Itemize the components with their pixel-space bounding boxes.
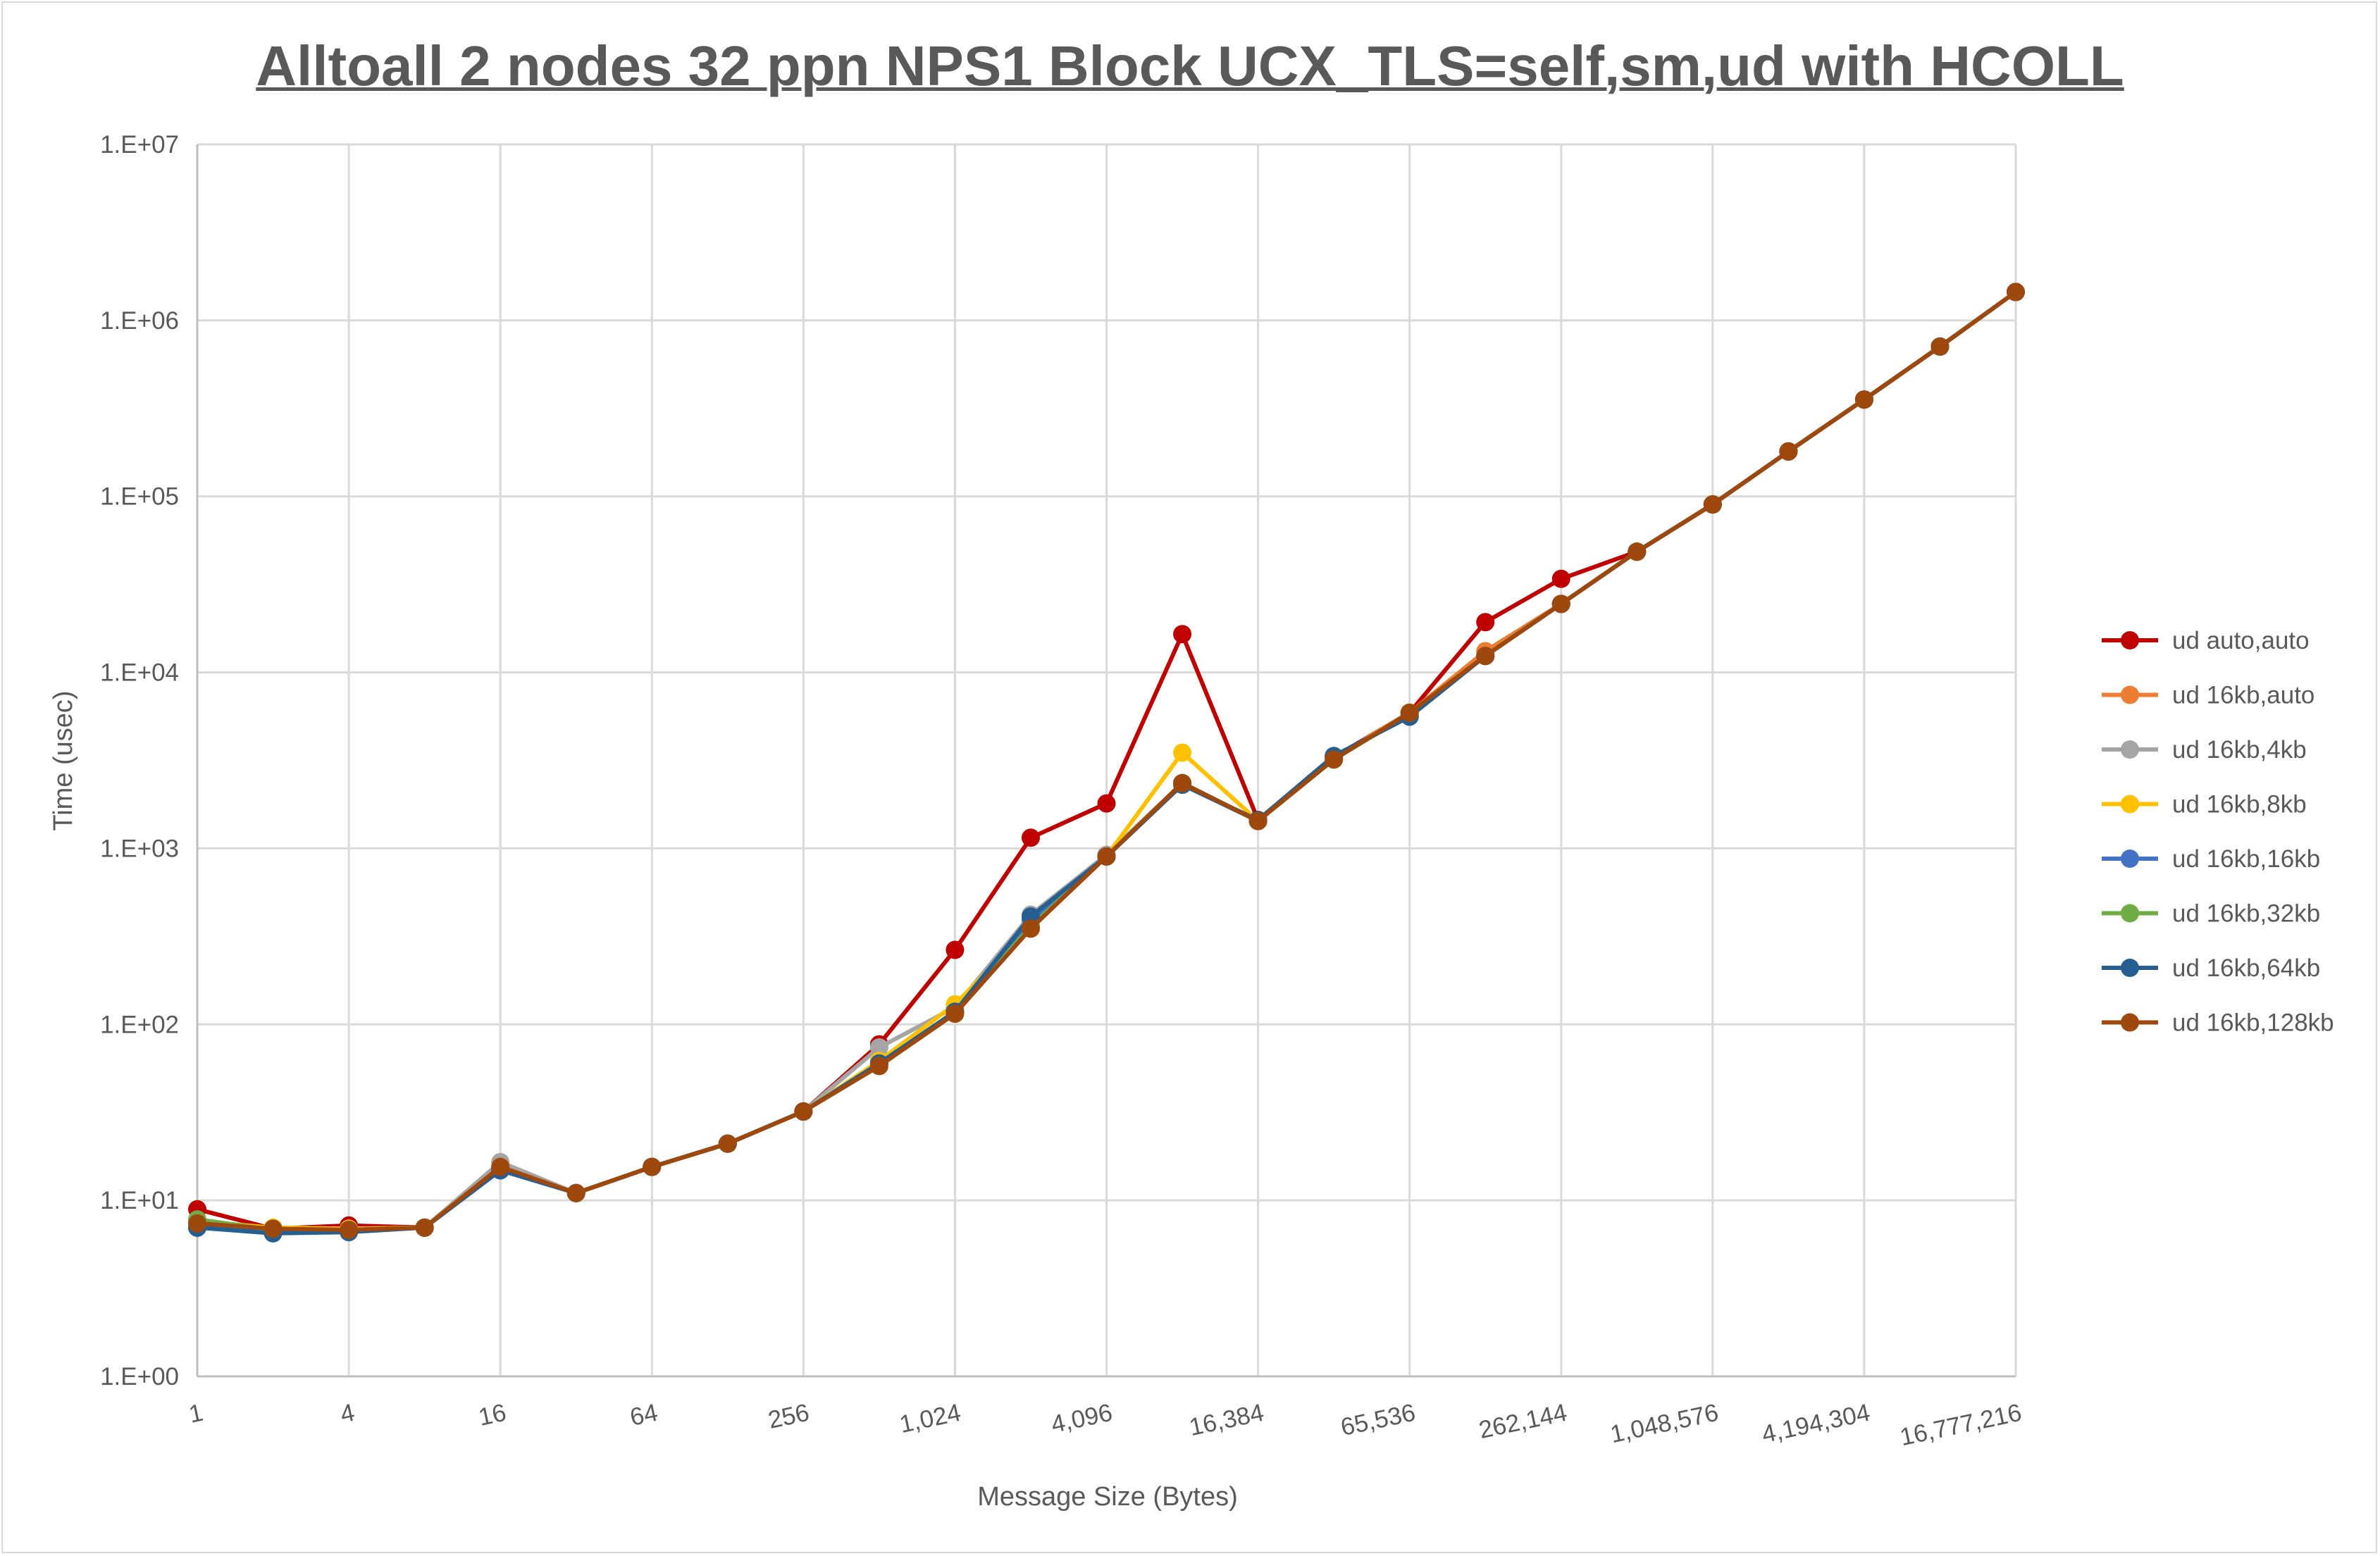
legend-marker — [2121, 904, 2139, 923]
data-point — [1021, 828, 1040, 847]
x-tick-label: 16,777,216 — [1897, 1399, 2023, 1452]
legend-label: ud 16kb,128kb — [2172, 1009, 2334, 1037]
data-point — [1400, 703, 1419, 722]
y-tick-label: 1.E+03 — [100, 835, 179, 862]
x-tick-label: 262,144 — [1477, 1399, 1570, 1444]
legend-marker — [2121, 849, 2139, 868]
x-tick-label: 4,194,304 — [1759, 1399, 1872, 1449]
data-point — [1173, 625, 1192, 644]
data-point — [415, 1218, 434, 1237]
data-point — [718, 1134, 737, 1153]
data-point — [1779, 442, 1798, 461]
data-point — [869, 1038, 888, 1057]
data-point — [946, 1004, 965, 1023]
x-tick-label: 65,536 — [1338, 1399, 1418, 1441]
x-tick-label: 64 — [628, 1399, 660, 1431]
y-tick-label: 1.E+06 — [100, 307, 179, 335]
data-point — [264, 1219, 283, 1238]
x-tick-label: 1,048,576 — [1608, 1399, 1721, 1449]
x-tick-label: 256 — [766, 1399, 812, 1434]
data-point — [1854, 390, 1873, 409]
legend-marker — [2121, 795, 2139, 814]
legend-marker — [2121, 740, 2139, 759]
y-tick-label: 1.E+01 — [100, 1187, 179, 1214]
x-tick-label: 4,096 — [1048, 1399, 1115, 1438]
data-point — [1021, 919, 1040, 938]
data-point — [1703, 495, 1722, 514]
y-axis-title: Time (usec) — [49, 690, 78, 830]
legend-label: ud 16kb,8kb — [2172, 791, 2307, 819]
legend-label: ud 16kb,16kb — [2172, 845, 2320, 873]
data-point — [2007, 282, 2025, 301]
data-point — [1097, 794, 1116, 813]
data-point — [1628, 542, 1647, 561]
data-point — [1173, 743, 1192, 762]
legend-label: ud auto,auto — [2172, 627, 2310, 654]
data-point — [1248, 811, 1268, 830]
x-tick-label: 4 — [338, 1399, 357, 1429]
legend-marker — [2121, 631, 2139, 649]
y-tick-label: 1.E+00 — [100, 1363, 179, 1390]
data-point — [1551, 595, 1570, 614]
data-point — [794, 1102, 813, 1121]
data-point — [946, 940, 965, 959]
data-point — [1476, 613, 1495, 632]
legend-label: ud 16kb,4kb — [2172, 736, 2307, 764]
data-point — [1097, 847, 1116, 866]
legend-marker — [2121, 1013, 2139, 1032]
data-point — [1325, 750, 1344, 769]
y-tick-label: 1.E+07 — [100, 131, 179, 158]
x-tick-label: 1 — [187, 1399, 206, 1429]
data-point — [1930, 337, 1950, 356]
legend-label: ud 16kb,64kb — [2172, 954, 2320, 982]
chart-title: Alltoall 2 nodes 32 ppn NPS1 Block UCX_T… — [256, 35, 2124, 97]
data-point — [491, 1157, 510, 1176]
legend-marker — [2121, 685, 2139, 704]
y-tick-label: 1.E+05 — [100, 483, 179, 511]
data-point — [340, 1220, 359, 1239]
data-point — [188, 1214, 206, 1233]
legend-label: ud 16kb,auto — [2172, 682, 2314, 709]
y-tick-label: 1.E+04 — [100, 659, 179, 687]
x-tick-label: 1,024 — [897, 1399, 963, 1438]
data-point — [1551, 569, 1570, 588]
y-tick-label: 1.E+02 — [100, 1011, 179, 1038]
data-point — [869, 1057, 888, 1076]
legend-marker — [2121, 959, 2139, 977]
legend-label: ud 16kb,32kb — [2172, 900, 2320, 928]
x-tick-label: 16,384 — [1186, 1399, 1266, 1441]
data-point — [1173, 773, 1192, 792]
data-point — [643, 1157, 662, 1176]
x-tick-label: 16 — [476, 1399, 509, 1431]
x-axis-title: Message Size (Bytes) — [977, 1482, 1238, 1512]
data-point — [1476, 647, 1495, 666]
data-point — [566, 1183, 585, 1202]
